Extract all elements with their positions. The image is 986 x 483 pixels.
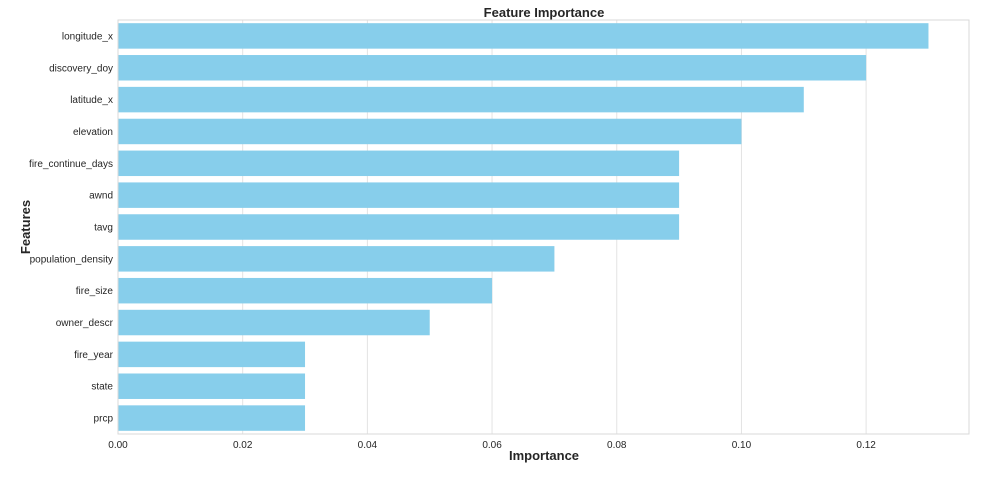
- y-tick-label: elevation: [73, 127, 113, 138]
- y-tick-label: longitude_x: [62, 31, 113, 42]
- bar-prcp: [118, 405, 306, 431]
- bar-elevation: [118, 118, 742, 145]
- bar-discovery_doy: [118, 55, 867, 81]
- bar-fire_continue_days: [118, 150, 680, 177]
- chart-title: Feature Importance: [484, 5, 605, 20]
- y-tick-label: state: [91, 382, 113, 393]
- bar-population_density: [118, 246, 555, 272]
- bar-latitude_x: [118, 86, 804, 113]
- y-tick-label: fire_continue_days: [29, 159, 113, 170]
- x-tick-label: 0.00: [108, 440, 128, 451]
- x-tick-label: 0.12: [856, 440, 876, 451]
- plot-frame: [117, 19, 970, 435]
- y-tick-label: population_density: [30, 254, 113, 265]
- y-tick-label: awnd: [89, 191, 113, 202]
- bar-tavg: [118, 214, 680, 240]
- bar-owner_descr: [118, 309, 430, 336]
- x-tick-label: 0.04: [358, 440, 378, 451]
- x-tick-label: 0.02: [233, 440, 253, 451]
- bar-state: [118, 373, 306, 399]
- x-axis-label: Importance: [509, 448, 579, 463]
- bar-fire_year: [118, 341, 306, 368]
- y-tick-label: owner_descr: [56, 318, 114, 329]
- y-tick-label: discovery_doy: [49, 63, 113, 74]
- bar-awnd: [118, 182, 680, 208]
- y-axis-label: Features: [18, 200, 33, 254]
- y-tick-label: prcp: [94, 414, 114, 425]
- x-tick-label: 0.08: [607, 440, 627, 451]
- y-tick-label: tavg: [94, 223, 113, 234]
- y-tick-label: fire_size: [76, 286, 114, 297]
- bar-longitude_x: [118, 23, 929, 49]
- y-tick-label: latitude_x: [70, 95, 113, 106]
- x-tick-labels: 0.00 0.02 0.04 0.06 0.08 0.10 0.12: [108, 440, 876, 451]
- y-tick-labels: longitude_x discovery_doy latitude_xelevat…: [29, 31, 114, 424]
- x-tick-label: 0.06: [482, 440, 502, 451]
- x-tick-label: 0.10: [732, 440, 752, 451]
- bars: [118, 23, 929, 431]
- bar-fire_size: [118, 277, 493, 304]
- y-tick-label: fire_year: [74, 350, 114, 361]
